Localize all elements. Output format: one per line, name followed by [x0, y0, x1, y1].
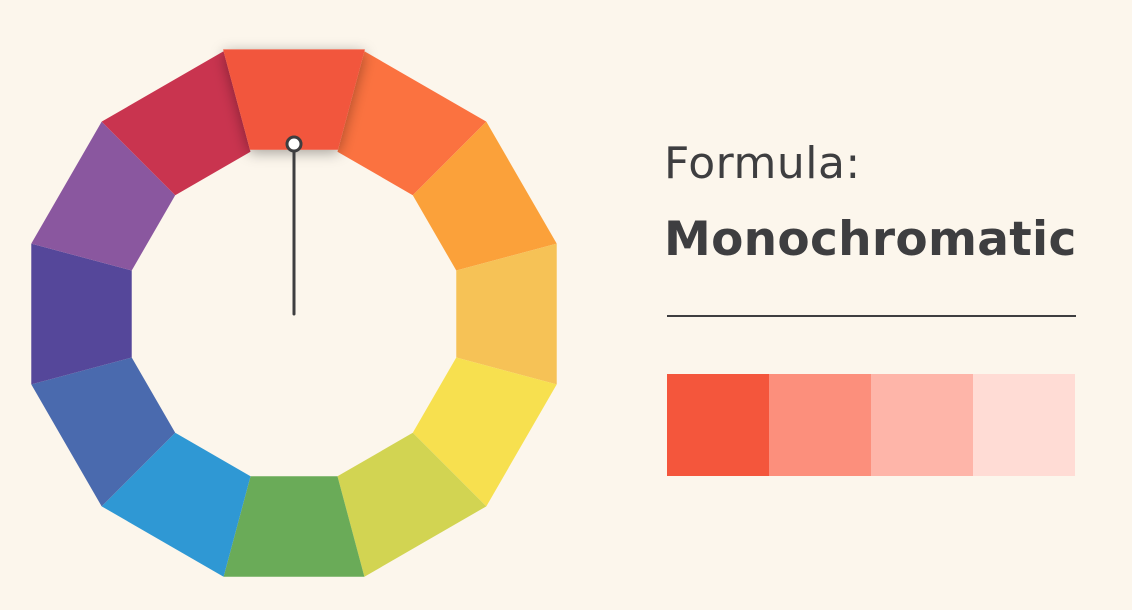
- wheel-segment-violet[interactable]: [31, 121, 176, 271]
- scheme-name: Monochromatic: [664, 212, 1077, 267]
- divider: [667, 315, 1076, 317]
- wheel-selected-segment-layer: [223, 49, 365, 150]
- wheel-segment-light-orange[interactable]: [456, 243, 557, 385]
- pointer-handle-icon[interactable]: [285, 135, 303, 153]
- palette-swatch-3: [871, 374, 973, 476]
- palette-swatch-1: [667, 374, 769, 476]
- wheel-segment-blue[interactable]: [101, 432, 251, 577]
- wheel-segment-yellow-orange[interactable]: [412, 121, 557, 271]
- wheel-segment-red[interactable]: [101, 51, 251, 196]
- formula-label: Formula:: [664, 138, 861, 189]
- wheel-segment-yellow-green[interactable]: [337, 432, 487, 577]
- palette-swatch-2: [769, 374, 871, 476]
- wheel-segment-indigo[interactable]: [31, 243, 132, 385]
- wheel-segment-blue-violet[interactable]: [31, 357, 176, 507]
- color-wheel: [31, 49, 557, 577]
- wheel-segments: [31, 51, 557, 577]
- wheel-segment-red-orange[interactable]: [223, 49, 365, 150]
- palette-swatches: [667, 374, 1075, 476]
- palette-swatch-4: [973, 374, 1075, 476]
- wheel-segment-green[interactable]: [223, 476, 365, 577]
- wheel-segment-yellow[interactable]: [412, 357, 557, 507]
- wheel-segment-orange[interactable]: [337, 51, 487, 196]
